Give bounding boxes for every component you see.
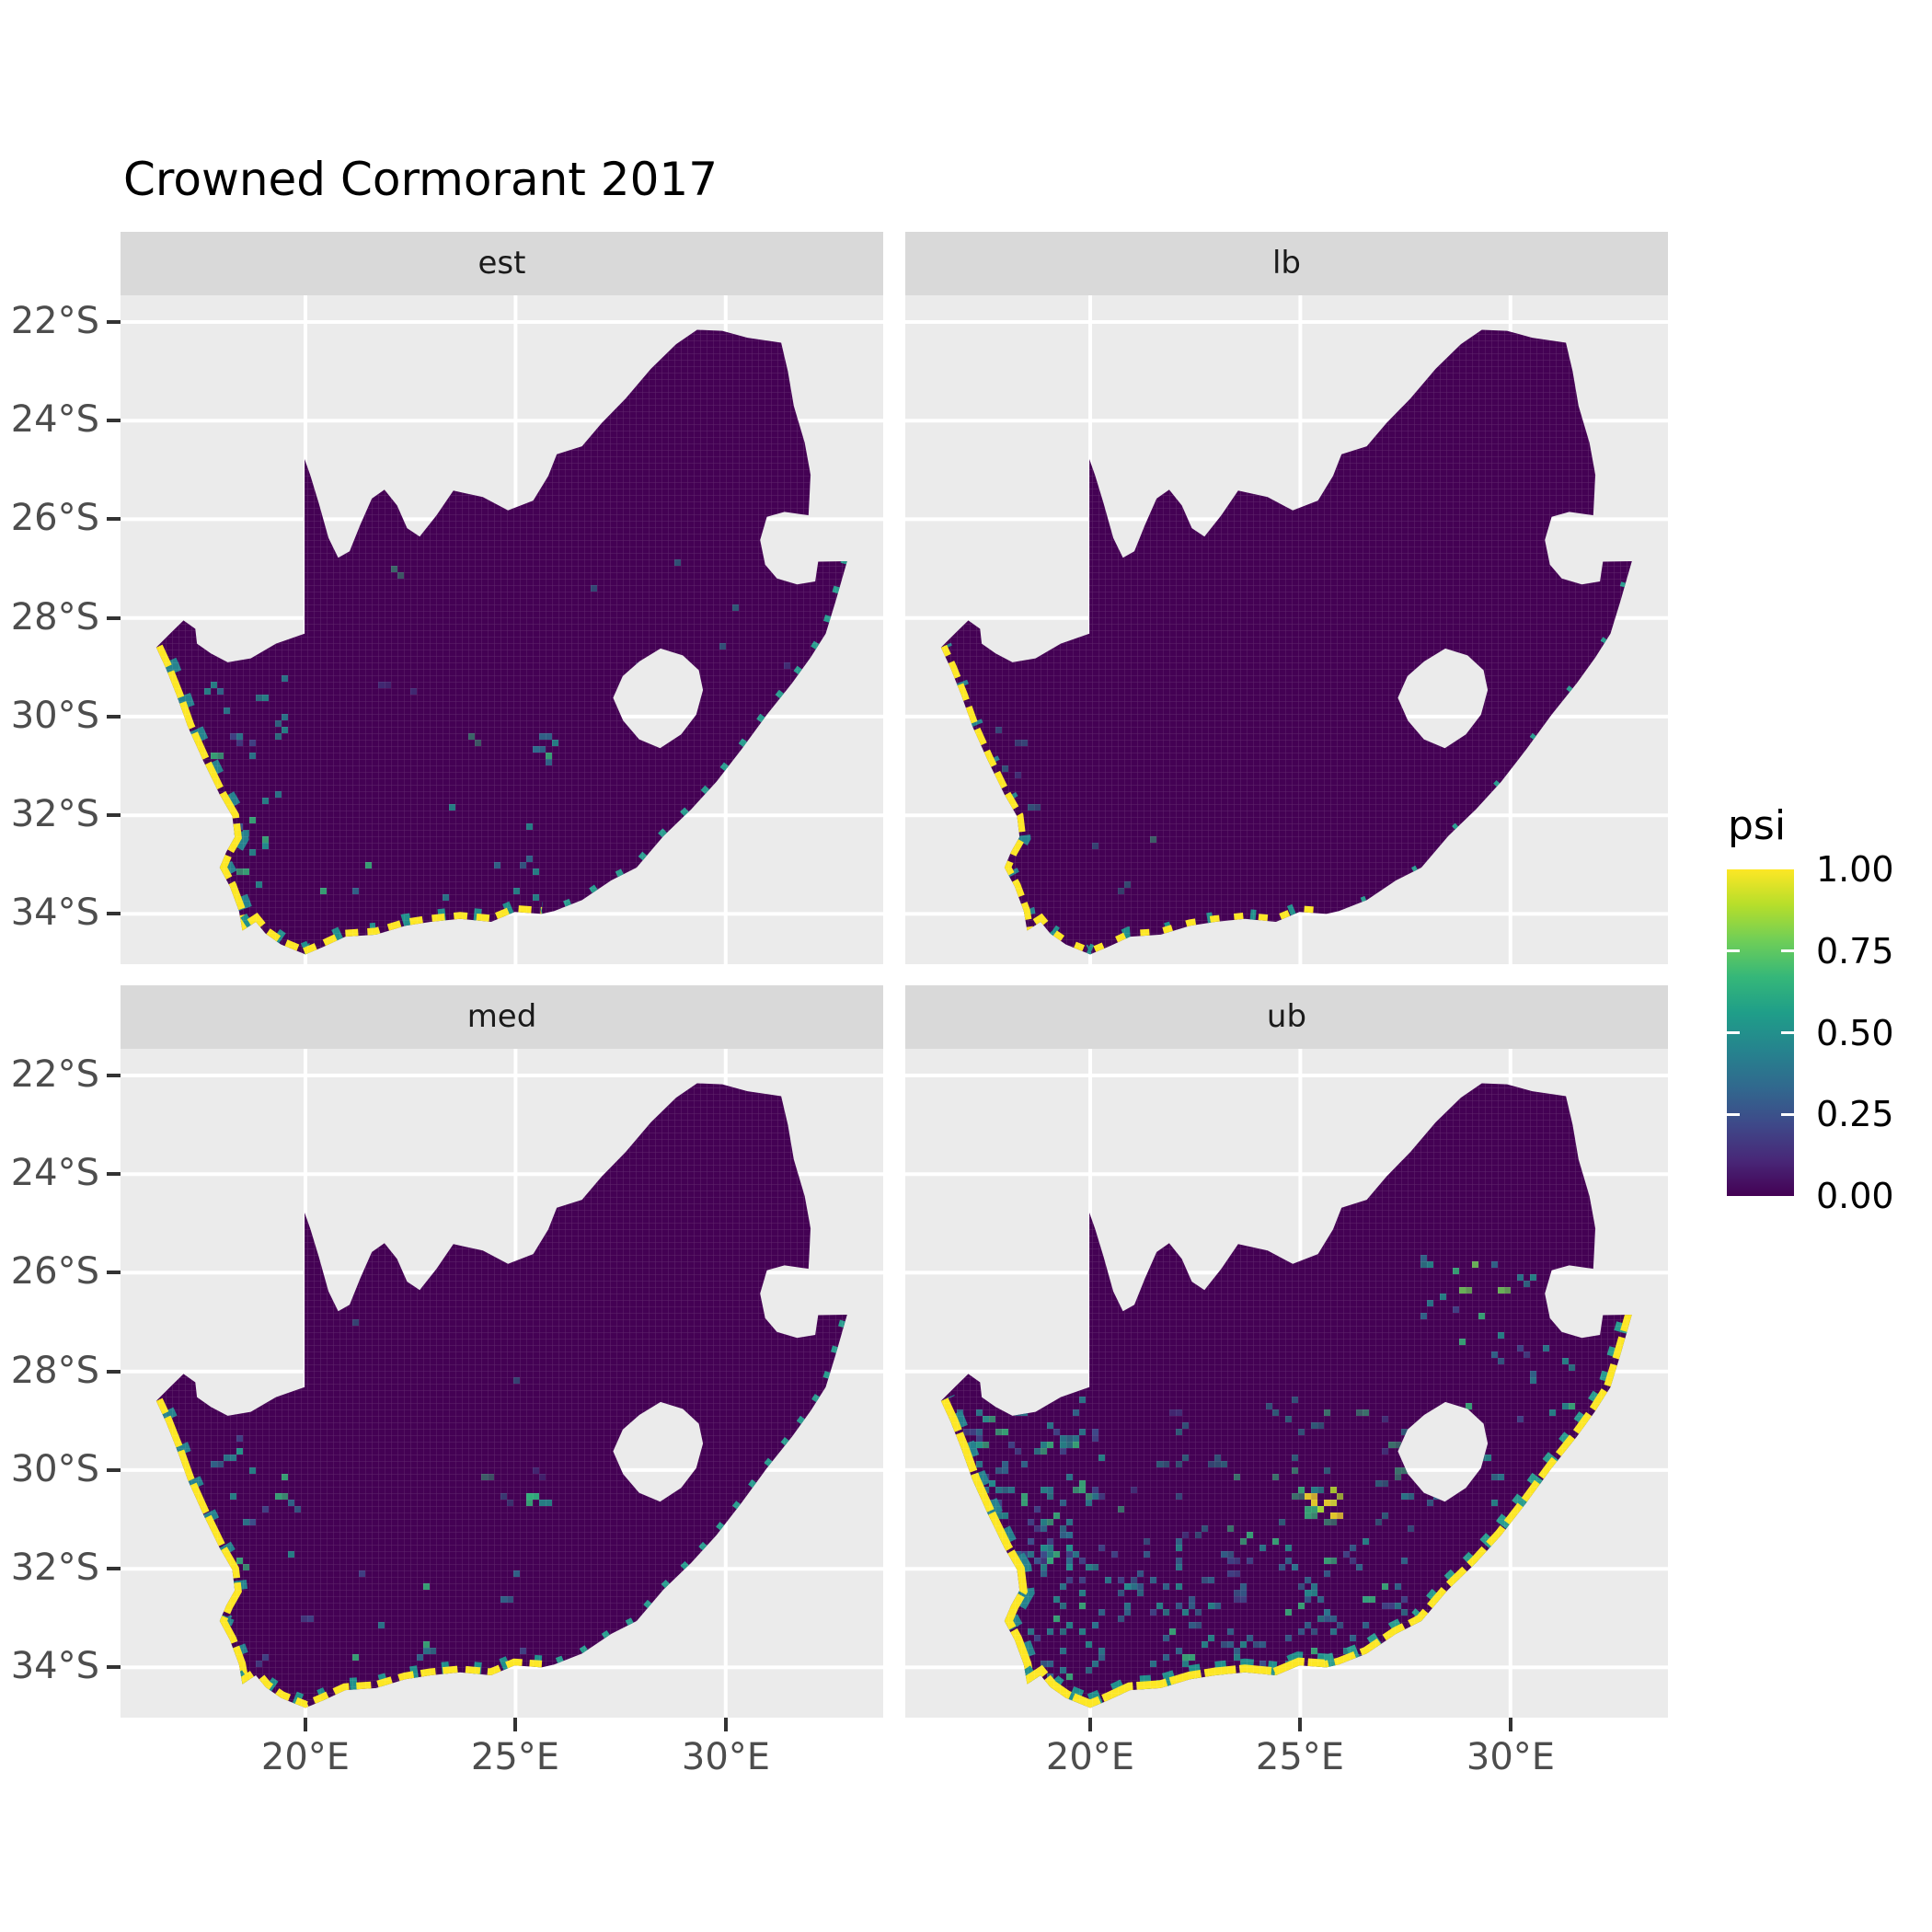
map-panel-lb (905, 295, 1668, 964)
y-axis-tick (107, 320, 121, 324)
legend-title: psi (1728, 802, 1787, 849)
colorbar-tick (1781, 1112, 1794, 1116)
x-axis-tick-label: 25°E (1255, 1736, 1345, 1778)
y-axis-tick (107, 616, 121, 620)
x-axis-tick (1298, 1718, 1302, 1731)
colorbar-tick (1727, 1112, 1740, 1116)
y-axis-tick-label: 28°S (10, 596, 99, 638)
y-axis-tick-label: 32°S (10, 793, 99, 835)
y-axis-tick (107, 1172, 121, 1176)
y-axis-tick (107, 1370, 121, 1374)
y-axis-tick-label: 26°S (10, 1250, 99, 1293)
y-axis-tick (107, 813, 121, 817)
x-axis-tick-label: 30°E (1466, 1736, 1556, 1778)
y-axis-tick-label: 24°S (10, 398, 99, 441)
colorbar-tick-label: 0.50 (1816, 1013, 1894, 1053)
y-axis-tick (107, 715, 121, 719)
y-axis-tick (107, 1271, 121, 1274)
y-axis-tick (107, 1074, 121, 1077)
colorbar-tick (1727, 1031, 1740, 1034)
y-axis-tick-label: 32°S (10, 1547, 99, 1589)
y-axis-tick-label: 34°S (10, 1645, 99, 1687)
y-axis-tick-label: 24°S (10, 1152, 99, 1194)
x-axis-tick-label: 20°E (260, 1736, 351, 1778)
y-axis-tick-label: 34°S (10, 891, 99, 934)
y-axis-tick-label: 22°S (10, 1053, 99, 1096)
y-axis-tick-label: 30°S (10, 1448, 99, 1490)
facet-strip-label: ub (1266, 998, 1307, 1035)
x-axis-tick-label: 25°E (470, 1736, 560, 1778)
y-axis-tick (107, 1665, 121, 1669)
map-panel-ub (905, 1049, 1668, 1718)
facet-strip-lb: lb (905, 232, 1668, 295)
colorbar-tick (1727, 949, 1740, 953)
colorbar-tick (1781, 1031, 1794, 1034)
colorbar-tick-label: 0.00 (1816, 1176, 1894, 1216)
map-panel-est (121, 295, 883, 964)
y-axis-tick (107, 912, 121, 915)
x-axis-tick-label: 20°E (1045, 1736, 1135, 1778)
x-axis-tick-label: 30°E (681, 1736, 771, 1778)
x-axis-tick (1509, 1718, 1512, 1731)
map-panel-med (121, 1049, 883, 1718)
facet-strip-label: med (466, 998, 537, 1035)
y-axis-tick-label: 30°S (10, 695, 99, 737)
facet-strip-label: lb (1271, 245, 1302, 282)
y-axis-tick (107, 419, 121, 422)
facet-strip-est: est (121, 232, 883, 295)
colorbar-tick-label: 1.00 (1816, 849, 1894, 890)
x-axis-tick (724, 1718, 728, 1731)
x-axis-tick (513, 1718, 517, 1731)
facet-strip-label: est (477, 245, 526, 282)
y-axis-tick-label: 22°S (10, 300, 99, 342)
facet-strip-ub: ub (905, 985, 1668, 1049)
colorbar-tick-label: 0.25 (1816, 1094, 1894, 1134)
facet-strip-med: med (121, 985, 883, 1049)
y-axis-tick (107, 1468, 121, 1472)
y-axis-tick (107, 1567, 121, 1570)
y-axis-tick-label: 28°S (10, 1350, 99, 1392)
x-axis-tick (1088, 1718, 1092, 1731)
x-axis-tick (304, 1718, 307, 1731)
colorbar-tick (1781, 949, 1794, 953)
colorbar-tick-label: 0.75 (1816, 931, 1894, 972)
page-title: Crowned Cormorant 2017 (123, 153, 719, 206)
y-axis-tick (107, 517, 121, 521)
y-axis-tick-label: 26°S (10, 497, 99, 539)
